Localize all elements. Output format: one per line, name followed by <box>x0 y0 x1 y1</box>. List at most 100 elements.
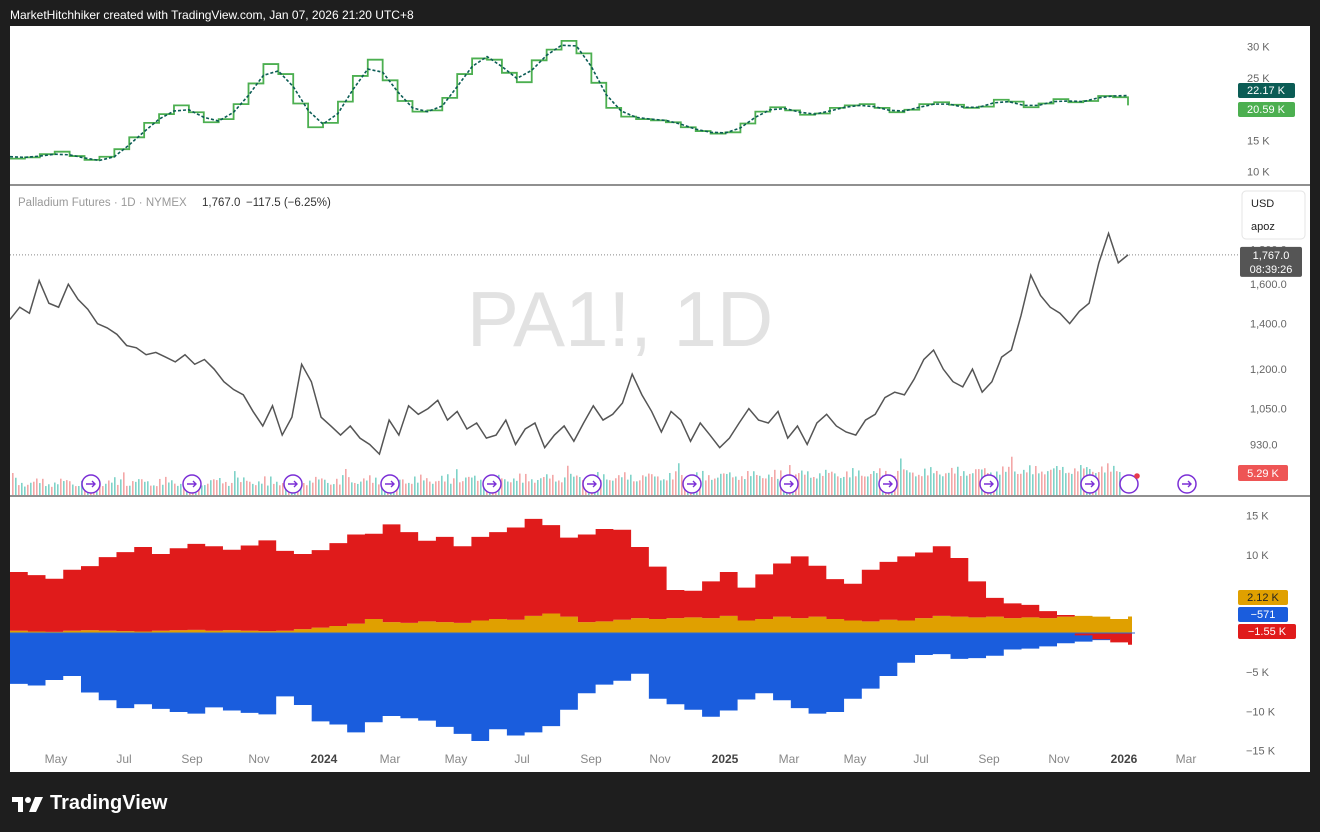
volume-bar <box>720 473 722 495</box>
volume-bar <box>582 480 584 495</box>
volume-bar <box>618 475 620 495</box>
volume-bar <box>753 471 755 495</box>
volume-bar <box>264 476 266 495</box>
volume-tag-text: 5.29 K <box>1247 468 1279 480</box>
volume-bar <box>45 486 47 495</box>
volume-bar <box>852 468 854 495</box>
volume-bar <box>474 475 476 495</box>
volume-bar <box>681 474 683 495</box>
volume-bar <box>903 469 905 495</box>
change-readout: −117.5 (−6.25%) <box>246 197 331 209</box>
volume-bar <box>876 473 878 495</box>
cot-y-tick-label: −15 K <box>1246 745 1276 757</box>
volume-bar <box>57 484 59 495</box>
volume-bar <box>666 480 668 495</box>
volume-bar <box>312 482 314 495</box>
volume-bar <box>15 477 17 495</box>
volume-bar <box>849 477 851 495</box>
volume-bar <box>99 484 101 495</box>
volume-bar <box>405 483 407 495</box>
volume-bar <box>54 482 56 495</box>
volume-bar <box>123 472 125 495</box>
volume-bar <box>1110 471 1112 495</box>
volume-bar <box>327 482 329 495</box>
event-icon-arrow <box>784 480 794 488</box>
volume-bar <box>30 482 32 495</box>
volume-bar <box>414 476 416 495</box>
volume-bar <box>231 482 233 495</box>
volume-bar <box>942 476 944 495</box>
volume-bar <box>249 481 251 495</box>
volume-bar <box>816 478 818 495</box>
volume-bar <box>1065 473 1067 495</box>
volume-bar <box>207 483 209 495</box>
volume-bar <box>957 466 959 495</box>
volume-bar <box>438 480 440 495</box>
volume-bar <box>273 483 275 495</box>
cot-pane: 15 K10 K5 K−5 K−10 K−15 K2.12 K−571−1.55… <box>10 511 1296 757</box>
volume-bar <box>771 477 773 495</box>
volume-bar <box>336 478 338 495</box>
volume-bar <box>420 474 422 495</box>
price-line <box>9 231 1129 456</box>
volume-bar <box>543 477 545 495</box>
tradingview-logo[interactable]: TradingView <box>12 792 167 815</box>
volume-bar <box>282 483 284 495</box>
event-icon-arrow <box>1182 480 1192 488</box>
volume-bar <box>969 473 971 495</box>
last-price-tag-text: 1,767.0 <box>1253 250 1290 262</box>
chart-svg: 30 K25 K20 K15 K10 K22.17 K20.59 K PA1!,… <box>9 39 1310 766</box>
tradingview-logo-icon <box>12 796 43 812</box>
price-y-tick-label: 930.0 <box>1250 439 1278 451</box>
volume-bar <box>642 475 644 495</box>
volume-bar <box>330 484 332 495</box>
volume-bar <box>306 485 308 495</box>
volume-bar <box>855 476 857 495</box>
volume-bar <box>222 483 224 495</box>
volume-bar <box>708 475 710 495</box>
volume-bar <box>1113 465 1115 495</box>
scale-mode-label[interactable]: apoz <box>1251 221 1275 233</box>
volume-bar <box>48 484 50 495</box>
event-icon-arrow <box>86 480 96 488</box>
volume-bar <box>435 481 437 495</box>
volume-bar <box>453 478 455 495</box>
volume-bar <box>363 478 365 495</box>
volume-bar <box>219 477 221 495</box>
volume-bar <box>561 482 563 495</box>
volume-bar <box>63 481 65 495</box>
event-icon-current <box>1119 474 1139 494</box>
volume-bar <box>39 483 41 495</box>
volume-bar <box>756 474 758 495</box>
volume-bar <box>504 479 506 495</box>
volume-bar <box>1002 466 1004 495</box>
volume-bar <box>375 477 377 495</box>
volume-bar <box>963 471 965 495</box>
volume-bar <box>915 476 917 495</box>
symbol-title[interactable]: Palladium Futures · 1D · NYMEX <box>18 197 187 209</box>
volume-bar <box>837 476 839 495</box>
top-y-tick-label: 15 K <box>1247 135 1270 147</box>
volume-bar <box>240 482 242 495</box>
event-icon-arrow <box>187 480 197 488</box>
event-icon-arrow <box>1085 480 1095 488</box>
volume-bar <box>354 482 356 495</box>
value-tag-blue <box>1238 607 1288 622</box>
currency-label[interactable]: USD <box>1251 198 1274 210</box>
volume-bar <box>978 469 980 495</box>
time-axis: May Jul Sep Nov 2024 Mar May Jul Sep Nov 2025 Mar Ma… <box>45 752 1197 766</box>
series-line-step <box>10 39 1129 161</box>
scale-menu[interactable] <box>1241 190 1306 240</box>
volume-bar <box>378 484 380 495</box>
volume-bar <box>237 477 239 495</box>
volume-bar <box>471 477 473 495</box>
volume-bar <box>1011 456 1013 495</box>
volume-bar <box>117 484 119 495</box>
volume-bar <box>216 480 218 495</box>
volume-bar <box>1077 471 1079 495</box>
volume-bar <box>552 474 554 495</box>
volume-bar <box>342 475 344 495</box>
volume-bar <box>846 471 848 495</box>
value-tag-red <box>1238 624 1296 639</box>
value-tag-red-text: −1.55 K <box>1248 626 1287 638</box>
